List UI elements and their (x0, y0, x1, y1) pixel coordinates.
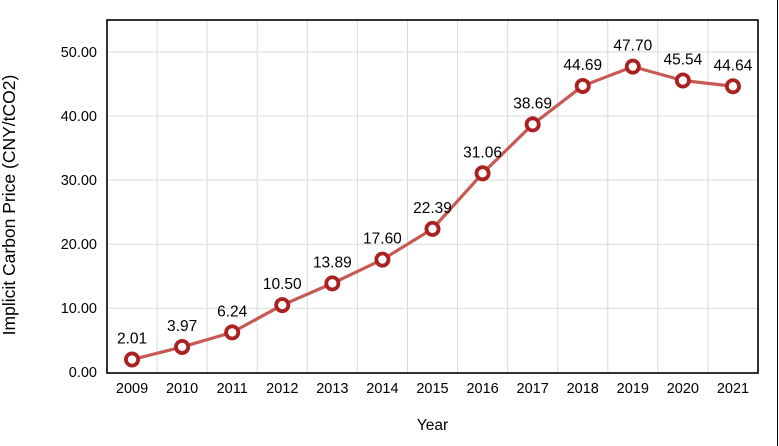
svg-text:2016: 2016 (466, 381, 498, 397)
svg-text:10.50: 10.50 (263, 276, 302, 293)
svg-text:50.00: 50.00 (61, 45, 97, 61)
svg-text:47.70: 47.70 (613, 38, 652, 55)
svg-text:2018: 2018 (567, 381, 599, 397)
svg-text:17.60: 17.60 (363, 231, 402, 248)
svg-text:2019: 2019 (617, 381, 649, 397)
svg-text:2011: 2011 (217, 381, 248, 397)
svg-text:22.39: 22.39 (413, 200, 452, 217)
svg-text:2015: 2015 (416, 381, 448, 397)
svg-text:2017: 2017 (517, 381, 549, 397)
svg-text:44.69: 44.69 (563, 57, 602, 74)
svg-text:0.00: 0.00 (69, 365, 97, 381)
svg-text:2020: 2020 (667, 381, 699, 397)
svg-text:13.89: 13.89 (313, 254, 352, 271)
svg-text:44.64: 44.64 (714, 57, 753, 74)
svg-text:6.24: 6.24 (217, 303, 248, 320)
svg-text:20.00: 20.00 (61, 237, 97, 253)
svg-text:40.00: 40.00 (61, 109, 97, 125)
svg-text:2021: 2021 (717, 381, 749, 397)
svg-text:2010: 2010 (166, 381, 198, 397)
svg-text:2.01: 2.01 (117, 331, 147, 348)
svg-text:Implicit Carbon Price (CNY/tCO: Implicit Carbon Price (CNY/tCO2) (0, 75, 19, 336)
svg-text:10.00: 10.00 (61, 301, 97, 317)
svg-text:3.97: 3.97 (167, 318, 197, 335)
svg-text:38.69: 38.69 (513, 95, 552, 112)
svg-text:45.54: 45.54 (663, 51, 702, 68)
svg-text:30.00: 30.00 (61, 173, 97, 189)
svg-text:2013: 2013 (316, 381, 348, 397)
svg-text:2014: 2014 (366, 381, 398, 397)
svg-text:2009: 2009 (116, 381, 148, 397)
svg-text:2012: 2012 (266, 381, 298, 397)
svg-text:31.06: 31.06 (463, 144, 502, 161)
svg-text:Year: Year (417, 417, 448, 434)
